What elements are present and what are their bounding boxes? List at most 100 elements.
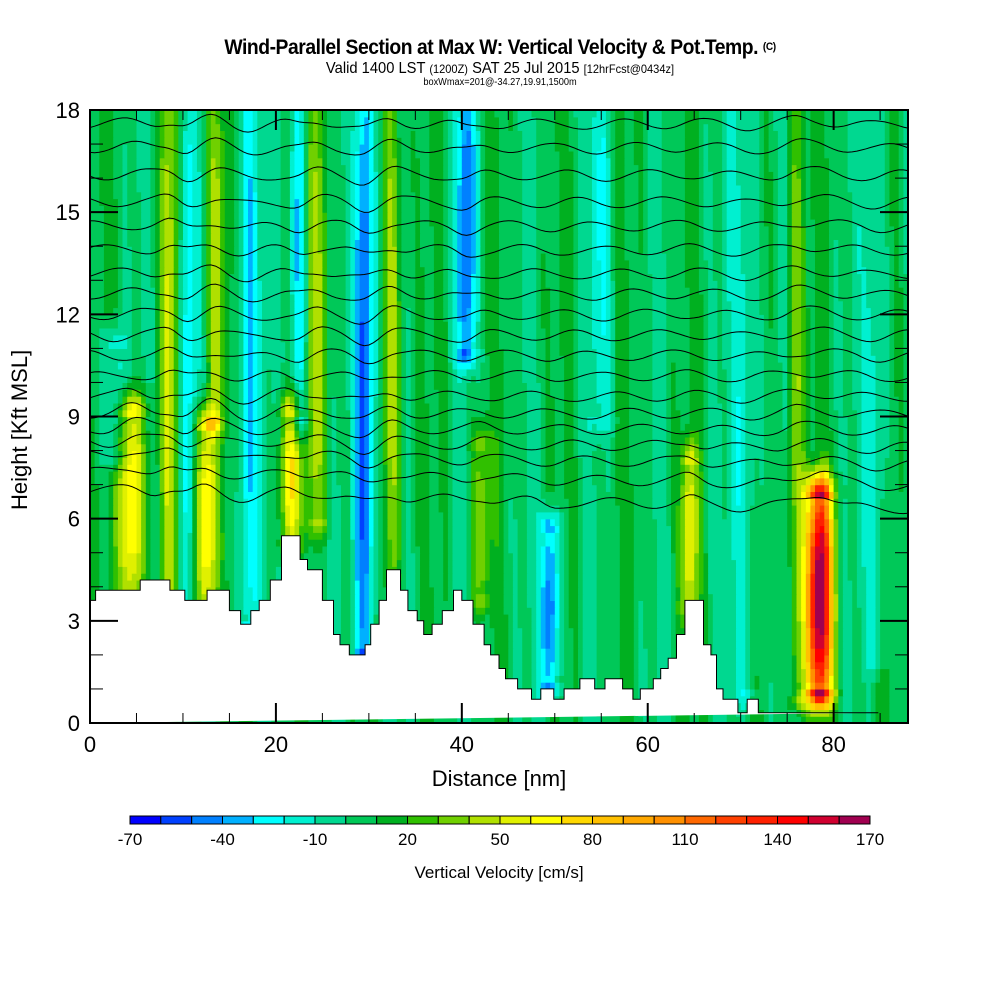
field-cell (438, 416, 449, 424)
field-cell (898, 423, 904, 431)
field-cell (796, 525, 802, 533)
field-cell (717, 396, 728, 404)
field-cell (703, 402, 709, 411)
field-cell (796, 552, 802, 561)
field-cell (429, 525, 444, 533)
field-cell (322, 430, 328, 438)
field-cell (224, 573, 235, 581)
field-cell (308, 471, 314, 479)
field-cell (903, 423, 908, 431)
field-cell (350, 607, 356, 615)
field-cell (647, 654, 658, 663)
field-cell (819, 532, 825, 540)
field-cell (652, 484, 667, 492)
field-cell (150, 430, 156, 438)
field-cell (526, 539, 537, 547)
field-cell (545, 471, 556, 479)
field-cell (550, 641, 556, 649)
field-cell (684, 498, 695, 506)
field-cell (633, 668, 639, 676)
field-cell (368, 484, 375, 492)
field-cell (638, 620, 644, 629)
field-cell (791, 409, 802, 418)
field-cell (192, 573, 198, 581)
field-cell (526, 545, 537, 554)
field-cell (842, 409, 858, 418)
field-cell (178, 498, 184, 506)
field-cell (866, 573, 877, 581)
field-cell (750, 552, 788, 561)
field-cell (192, 436, 198, 445)
field-cell (829, 566, 835, 574)
field-cell (224, 409, 230, 418)
field-cell (215, 566, 221, 574)
field-cell (754, 682, 760, 690)
field-cell (234, 614, 249, 622)
field-cell (145, 498, 151, 506)
field-cell (838, 573, 844, 581)
field-cell (833, 593, 839, 601)
field-cell (327, 402, 333, 411)
field-cell (801, 518, 807, 527)
field-cell (169, 423, 175, 431)
field-cell (810, 396, 816, 404)
field-cell (545, 641, 551, 649)
field-cell (341, 586, 351, 595)
field-cell (829, 654, 835, 663)
field-cell (368, 525, 375, 533)
field-cell (141, 409, 147, 418)
field-cell (856, 580, 867, 588)
field-cell (619, 566, 635, 574)
field-cell (313, 409, 323, 418)
field-cell (791, 648, 797, 656)
field-cell (605, 457, 612, 465)
field-cell (382, 539, 388, 547)
field-cell (810, 539, 816, 547)
field-cell (266, 545, 282, 554)
field-cell (610, 402, 616, 411)
field-cell (694, 552, 700, 561)
field-cell (763, 443, 788, 452)
field-cell (540, 450, 546, 458)
field-cell (587, 423, 593, 431)
field-cell (150, 464, 161, 472)
field-cell (280, 471, 286, 479)
field-cell (196, 423, 203, 431)
field-cell (671, 518, 677, 527)
field-cell (652, 409, 667, 418)
field-cell (387, 545, 393, 554)
field-cell (331, 402, 337, 411)
field-cell (801, 464, 816, 472)
field-cell (703, 450, 709, 458)
field-cell (638, 627, 644, 635)
field-cell (508, 661, 514, 670)
field-cell (815, 668, 821, 676)
field-cell (210, 477, 216, 486)
field-cell (838, 682, 844, 690)
field-cell (791, 430, 802, 438)
field-cell (141, 450, 147, 458)
field-cell (578, 457, 584, 465)
field-cell (392, 477, 398, 486)
field-cell (262, 443, 268, 452)
field-cell (113, 436, 119, 445)
field-cell (327, 450, 333, 458)
field-cell (801, 545, 807, 554)
field-cell (689, 464, 695, 472)
field-cell (815, 518, 825, 527)
field-cell (415, 471, 430, 479)
field-cell (201, 430, 207, 438)
field-cell (410, 389, 416, 397)
field-cell (842, 511, 849, 520)
field-cell (763, 389, 784, 397)
field-cell (220, 430, 226, 438)
field-cell (452, 396, 467, 404)
field-cell (350, 648, 356, 656)
field-cell (605, 477, 612, 486)
field-cell (429, 511, 444, 520)
field-cell (824, 600, 830, 608)
field-cell (526, 511, 537, 520)
field-cell (113, 491, 119, 499)
field-cell (554, 450, 565, 458)
field-cell (517, 518, 528, 527)
